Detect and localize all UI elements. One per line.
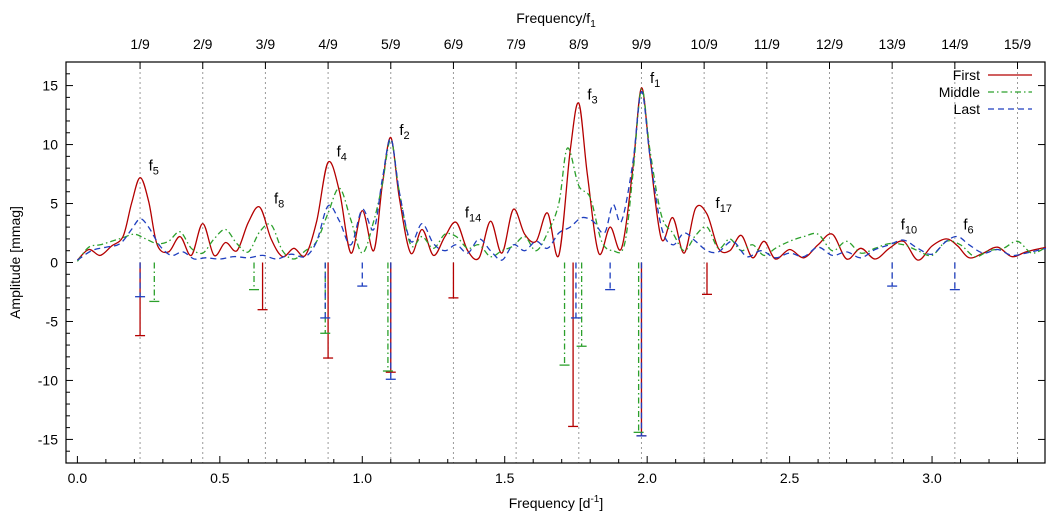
top-axis-title: Frequency/f1 bbox=[516, 10, 596, 30]
peak-label: f2 bbox=[399, 122, 409, 142]
peak-label-base: f bbox=[337, 143, 342, 160]
legend-label-first: First bbox=[953, 67, 980, 83]
y-tick-label: 5 bbox=[50, 196, 58, 212]
top-tick-label: 10/9 bbox=[691, 36, 718, 52]
x-tick-label: 1.0 bbox=[353, 470, 373, 486]
peak-label-subscript: 17 bbox=[720, 203, 732, 215]
peak-label-subscript: 14 bbox=[469, 213, 481, 225]
error-bars bbox=[135, 262, 960, 437]
top-tick-label: 14/9 bbox=[941, 36, 968, 52]
x-tick-label: 2.0 bbox=[637, 470, 657, 486]
peak-label: f3 bbox=[587, 87, 597, 107]
harmonic-gridlines bbox=[139, 62, 1019, 463]
plot-frame bbox=[65, 61, 1046, 464]
y-tick-label: 10 bbox=[42, 137, 58, 153]
x-tick-label: 2.5 bbox=[780, 470, 800, 486]
top-tick-label: 8/9 bbox=[569, 36, 589, 52]
peak-label: f4 bbox=[337, 143, 347, 163]
peak-label-subscript: 10 bbox=[905, 224, 917, 236]
top-tick-label: 3/9 bbox=[256, 36, 276, 52]
peak-label-subscript: 1 bbox=[654, 78, 660, 90]
peak-label: f10 bbox=[901, 216, 917, 236]
peak-label-base: f bbox=[587, 87, 592, 104]
peak-label-subscript: 5 bbox=[153, 166, 159, 178]
peak-label: f17 bbox=[716, 195, 732, 215]
peak-label-base: f bbox=[399, 122, 404, 139]
top-tick-label: 6/9 bbox=[444, 36, 464, 52]
peak-label: f8 bbox=[274, 191, 284, 211]
top-tick-label: 2/9 bbox=[193, 36, 213, 52]
top-tick-label: 13/9 bbox=[879, 36, 906, 52]
series-line-first bbox=[76, 87, 1046, 261]
series-lines bbox=[76, 87, 1046, 262]
y-tick-label: 15 bbox=[42, 78, 58, 94]
series-line-last bbox=[77, 90, 1046, 261]
x-axis-title-sup: -1 bbox=[590, 494, 599, 505]
legend-label-middle: Middle bbox=[939, 84, 980, 100]
y-axis-title: Amplitude [mmag] bbox=[7, 206, 23, 319]
axis-ticks: 1/9 2/9 3/9 4/9 5/9 6/9 7/9 8/9 9/9 10/9 11/9 12/9 1… bbox=[38, 36, 1045, 486]
top-tick-label: 4/9 bbox=[318, 36, 338, 52]
plot-frame-rect bbox=[65, 61, 1046, 464]
top-tick-label: 5/9 bbox=[381, 36, 401, 52]
peak-label-base: f bbox=[716, 195, 721, 212]
top-axis-title-sub: 1 bbox=[590, 19, 596, 30]
x-axis-title-end: ] bbox=[599, 495, 603, 511]
x-tick-label: 3.0 bbox=[922, 470, 942, 486]
top-tick-label: 9/9 bbox=[632, 36, 652, 52]
peak-label-subscript: 4 bbox=[341, 151, 347, 163]
peak-label: f5 bbox=[149, 158, 159, 178]
peak-label-base: f bbox=[465, 205, 470, 222]
top-tick-label: 15/9 bbox=[1004, 36, 1031, 52]
peak-label: f6 bbox=[963, 216, 973, 236]
top-tick-label: 12/9 bbox=[816, 36, 843, 52]
peak-label: f14 bbox=[465, 205, 481, 225]
peak-label-subscript: 2 bbox=[403, 130, 409, 142]
x-tick-label: 1.5 bbox=[495, 470, 515, 486]
peak-label-base: f bbox=[901, 216, 906, 233]
top-tick-label: 11/9 bbox=[754, 36, 780, 52]
y-tick-label: -15 bbox=[38, 431, 58, 447]
x-axis-title-main: Frequency [d bbox=[509, 495, 591, 511]
peak-label-base: f bbox=[149, 158, 154, 175]
y-tick-label: -5 bbox=[46, 313, 59, 329]
peak-label-base: f bbox=[274, 191, 279, 208]
peak-label-base: f bbox=[963, 216, 968, 233]
series-line-middle bbox=[76, 88, 1046, 262]
top-tick-label: 7/9 bbox=[506, 36, 526, 52]
peak-label-base: f bbox=[650, 70, 655, 87]
top-tick-label: 1/9 bbox=[130, 36, 150, 52]
legend-label-last: Last bbox=[954, 101, 981, 117]
top-axis-title-main: Frequency/f bbox=[516, 10, 590, 26]
y-tick-label: 0 bbox=[50, 255, 58, 271]
x-axis-title: Frequency [d-1] bbox=[509, 494, 604, 511]
y-tick-label: -10 bbox=[38, 372, 58, 388]
x-tick-label: 0.5 bbox=[210, 470, 230, 486]
peak-label-subscript: 3 bbox=[592, 95, 598, 107]
peak-label: f1 bbox=[650, 70, 660, 90]
peak-label-subscript: 6 bbox=[968, 224, 974, 236]
x-tick-label: 0.0 bbox=[68, 470, 88, 486]
peak-label-subscript: 8 bbox=[278, 199, 284, 211]
